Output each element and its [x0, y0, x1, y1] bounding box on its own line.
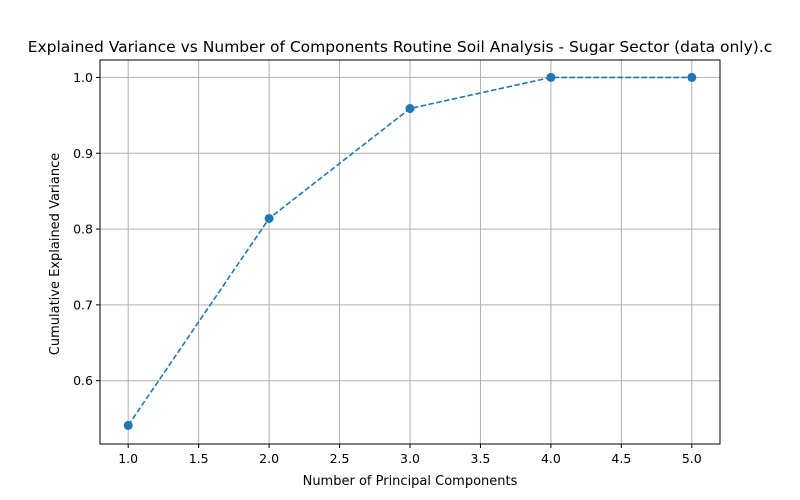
data-point	[264, 213, 274, 223]
series-layer	[123, 72, 697, 430]
y-tick-label: 1.0	[73, 70, 93, 85]
y-tick-label: 0.9	[73, 146, 93, 161]
data-point	[687, 72, 697, 82]
x-tick-label: 2.5	[330, 451, 350, 466]
x-tick-label: 1.5	[189, 451, 209, 466]
x-tick-label: 4.0	[541, 451, 561, 466]
data-point	[405, 104, 415, 114]
x-tick-label: 3.5	[471, 451, 491, 466]
x-tick-label: 2.0	[259, 451, 279, 466]
x-tick-label: 1.0	[118, 451, 138, 466]
y-axis-label: Cumulative Explained Variance	[48, 153, 63, 355]
y-tick-label: 0.7	[73, 297, 93, 312]
x-axis-label: Number of Principal Components	[303, 474, 518, 489]
y-tick-label: 0.6	[73, 373, 93, 388]
x-tick-label: 5.0	[682, 451, 702, 466]
x-tick-label: 3.0	[400, 451, 420, 466]
data-point	[546, 72, 556, 82]
x-tick-label: 4.5	[611, 451, 631, 466]
data-point	[123, 420, 133, 430]
ticks-layer: 1.0 1.5 2.0 2.5 3.0 3.5 4.0 4.5 5.0 0.6 0.7 0.8 0.9 1…	[73, 70, 702, 466]
chart-title: Explained Variance vs Number of Componen…	[28, 38, 773, 56]
y-tick-label: 0.8	[73, 222, 93, 237]
grid-layer	[100, 60, 720, 444]
